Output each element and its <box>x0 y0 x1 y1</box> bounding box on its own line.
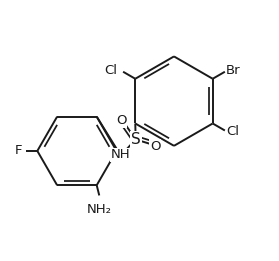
Text: NH: NH <box>110 148 130 161</box>
Text: NH₂: NH₂ <box>87 203 112 216</box>
Text: O: O <box>150 140 161 153</box>
Text: Cl: Cl <box>226 125 239 138</box>
Text: Br: Br <box>226 64 241 78</box>
Text: O: O <box>116 114 126 127</box>
Text: Cl: Cl <box>104 64 117 78</box>
Text: F: F <box>15 144 23 157</box>
Text: S: S <box>131 132 141 147</box>
